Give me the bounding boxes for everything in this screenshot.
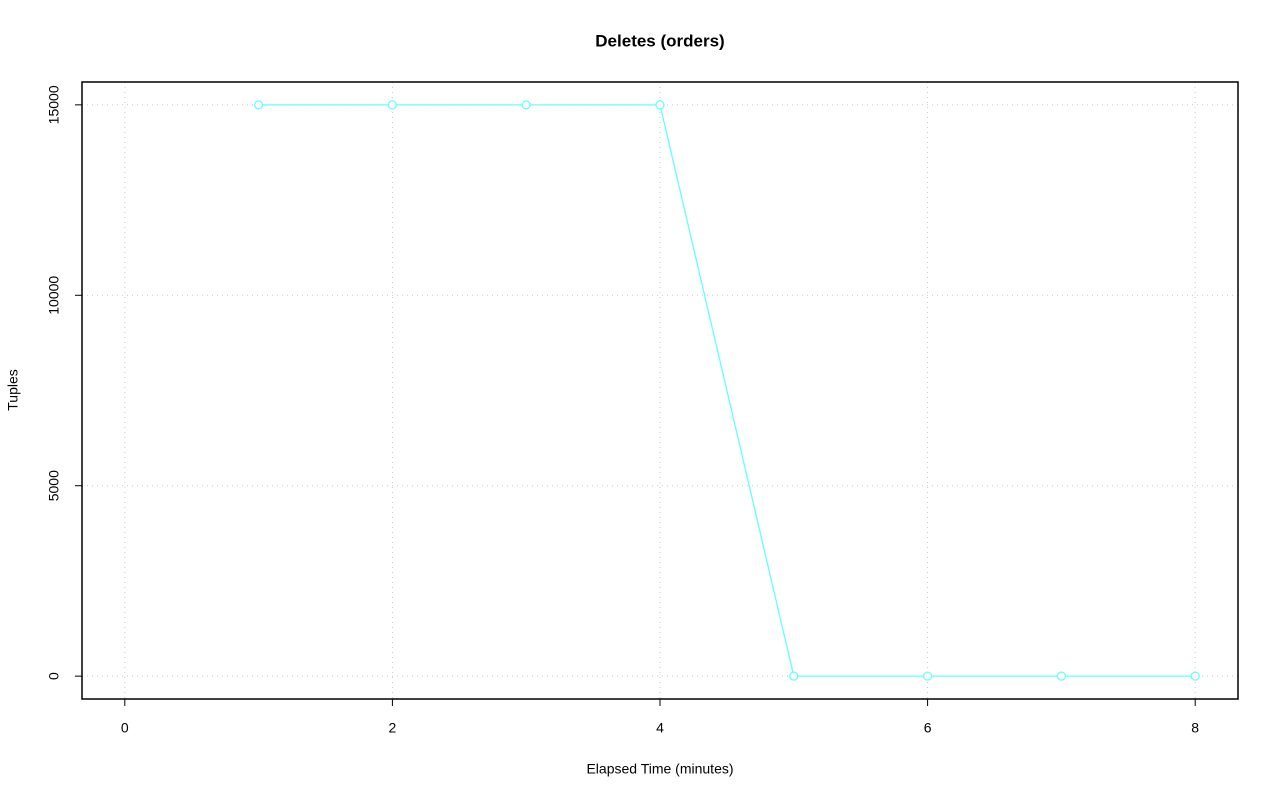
x-tick-label: 8 (1191, 720, 1199, 736)
plot-frame (81, 81, 1239, 700)
y-tick-label: 10000 (46, 276, 62, 315)
data-point (922, 671, 933, 681)
y-tick-label: 0 (46, 672, 62, 680)
y-tick-label: 5000 (46, 470, 62, 501)
data-point (253, 100, 264, 110)
data-point (1190, 671, 1200, 681)
y-axis-label: Tuples (5, 369, 21, 411)
data-point (789, 671, 799, 681)
data-point (1056, 671, 1067, 681)
x-tick-label: 4 (656, 720, 664, 736)
data-point (655, 100, 665, 110)
data-point (387, 100, 398, 110)
series-line (258, 104, 1196, 677)
data-point (521, 100, 531, 110)
x-tick-label: 0 (121, 720, 129, 736)
y-tick-label: 15000 (46, 85, 62, 124)
x-axis-label: Elapsed Time (minutes) (586, 761, 733, 777)
x-tick-label: 6 (924, 720, 932, 736)
chart-title: Deletes (orders) (595, 31, 724, 50)
x-tick-label: 2 (389, 720, 397, 736)
